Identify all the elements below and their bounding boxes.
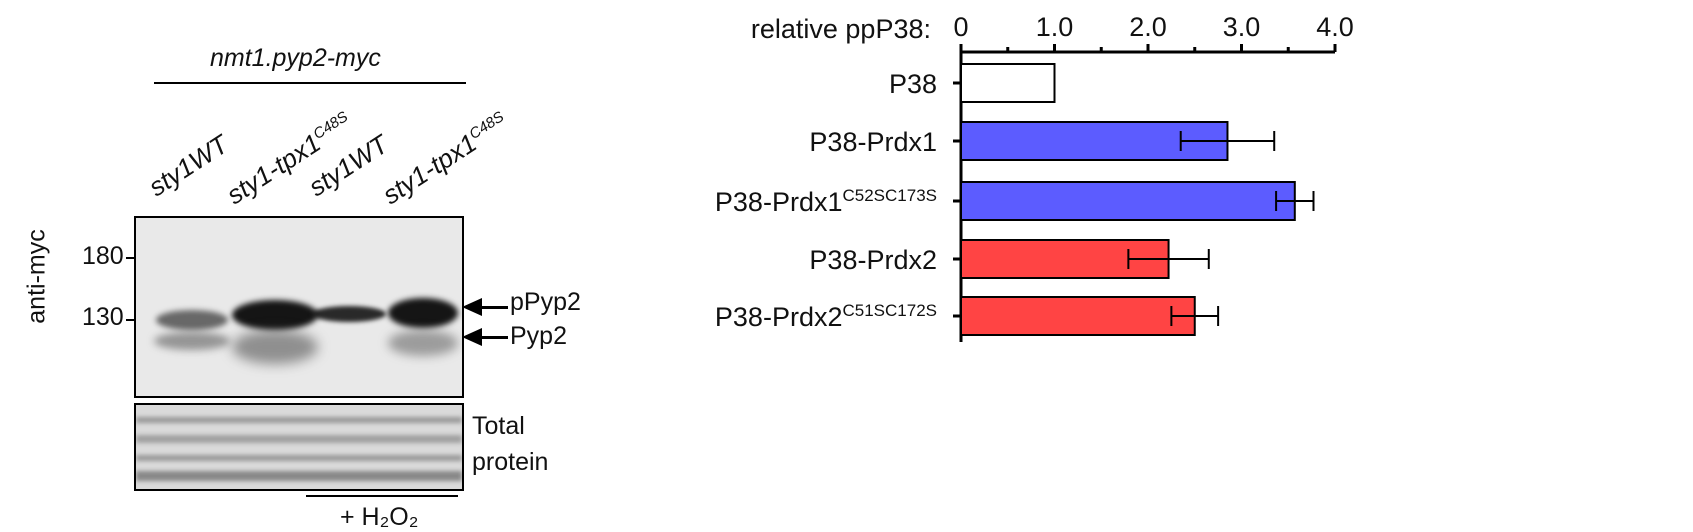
- band-lane4-upper: [388, 298, 458, 328]
- treatment-line: [306, 495, 458, 497]
- x-tick-label: 1.0: [1036, 12, 1074, 42]
- arrow-pyp2-line: [478, 336, 508, 339]
- category-label: P38-Prdx1: [809, 127, 937, 157]
- bar-chart: relative ppP38: 0 1.0 2.0 3.0 4.0 P38 P38-Prdx1…: [715, 12, 1354, 342]
- marker-180-label: 180: [82, 242, 124, 270]
- x-tick-label: 3.0: [1223, 12, 1261, 42]
- category-label: P38: [889, 69, 937, 99]
- arrow-ppyp2-icon: [462, 298, 482, 316]
- arrow-pyp2-icon: [462, 328, 482, 346]
- category-label: P38-Prdx1C52SC173S: [715, 186, 937, 217]
- marker-130-label: 130: [82, 303, 124, 331]
- arrow-ppyp2-line: [478, 306, 508, 309]
- total-protein-label-line2: protein: [472, 448, 549, 476]
- ppyp2-label: pPyp2: [510, 288, 581, 316]
- total-protein-image: [134, 403, 464, 491]
- strain-title-line: [154, 82, 466, 84]
- strain-title: nmt1.pyp2-myc: [210, 44, 381, 72]
- x-tick-label: 4.0: [1316, 12, 1354, 42]
- category-label: P38-Prdx2: [809, 245, 937, 275]
- band-lane3-upper: [312, 306, 386, 322]
- bar: [960, 296, 1196, 336]
- total-protein-label-line1: Total: [472, 412, 525, 440]
- band-lane1-upper: [156, 310, 228, 330]
- band-lane2-lower: [232, 330, 318, 364]
- band-lane2-upper: [232, 300, 318, 330]
- category-label: P38-Prdx2C51SC172S: [715, 301, 937, 332]
- marker-180-tick: [126, 257, 136, 259]
- x-axis-label: relative ppP38:: [751, 14, 931, 44]
- bar: [960, 63, 1056, 103]
- band-lane1-lower: [154, 332, 230, 350]
- band-lane4-lower: [388, 330, 458, 356]
- bar: [960, 181, 1296, 221]
- marker-130-tick: [126, 319, 136, 321]
- x-tick-label: 2.0: [1129, 12, 1167, 42]
- pyp2-label: Pyp2: [510, 322, 567, 350]
- x-tick-label: 0: [953, 12, 968, 42]
